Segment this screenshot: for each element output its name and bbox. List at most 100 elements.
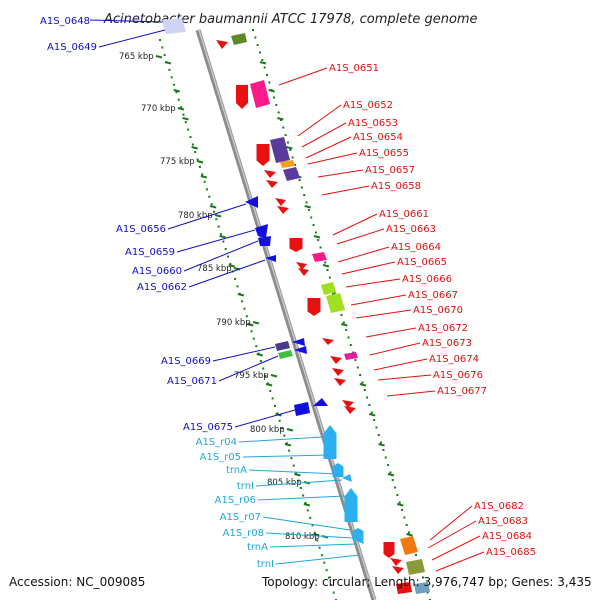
gene-label-left[interactable]: A1S_0660	[132, 266, 182, 277]
gene-label-right[interactable]: A1S_0673	[422, 338, 472, 349]
inner-track-dot	[333, 291, 336, 294]
gene-feature-a1s0675[interactable]	[294, 402, 310, 416]
gene-feature-a1s0660[interactable]	[258, 236, 271, 246]
gene-feature[interactable]	[231, 33, 247, 45]
gene-feature-a1s0655[interactable]	[264, 170, 276, 178]
gene-feature-a1s0665[interactable]	[296, 262, 307, 270]
rna-feature-a1s-r08[interactable]	[354, 536, 364, 544]
gene-label-left[interactable]: A1S_0649	[47, 42, 97, 53]
gene-label-right[interactable]: A1S_0674	[429, 354, 479, 365]
gene-feature-a1s0657[interactable]	[283, 167, 300, 181]
gene-feature-a1s0651[interactable]	[236, 85, 248, 109]
gene-label-right[interactable]: A1S_0661	[379, 209, 429, 220]
gene-label-left[interactable]: A1S_0662	[137, 282, 187, 293]
gene-feature-a1s0665b[interactable]	[298, 268, 309, 276]
outer-track-dot	[297, 479, 300, 482]
gene-feature-a1s0662[interactable]	[265, 255, 276, 262]
gene-feature-a1s0671[interactable]	[278, 350, 293, 359]
gene-feature-a1s0658[interactable]	[266, 180, 278, 188]
rna-label[interactable]: A1S_r04	[196, 437, 237, 448]
rna-label[interactable]: trnA	[247, 542, 268, 553]
gene-label-right[interactable]: A1S_0663	[386, 224, 436, 235]
gene-label-left[interactable]: A1S_0669	[161, 356, 211, 367]
outer-track-dot	[323, 561, 326, 564]
gene-label-left[interactable]: A1S_0675	[183, 422, 233, 433]
rna-label[interactable]: A1S_r05	[200, 452, 241, 463]
gene-feature-a1s0648[interactable]	[162, 18, 186, 34]
gene-feature-a1s0673[interactable]	[330, 356, 342, 364]
gene-feature-a1s0664[interactable]	[312, 252, 327, 262]
gene-feature-a1s0682[interactable]	[383, 542, 395, 558]
rna-label[interactable]: A1S_r08	[223, 528, 264, 539]
gene-feature-a1s0685[interactable]	[406, 559, 425, 575]
gene-feature-a1s0667b[interactable]	[326, 293, 345, 313]
gene-label-right[interactable]: A1S_0682	[474, 501, 524, 512]
gene-feature-a1s0684[interactable]	[390, 558, 402, 566]
gene-label-left[interactable]: A1S_0659	[125, 247, 175, 258]
gene-feature-a1s0651b[interactable]	[250, 80, 270, 108]
gene-feature[interactable]	[216, 40, 228, 49]
gene-feature-a1s0653[interactable]	[256, 144, 270, 166]
gene-feature-a1s0654[interactable]	[280, 160, 295, 168]
gene-feature-a1s0676[interactable]	[334, 378, 346, 386]
leader-line	[373, 358, 428, 371]
gene-label-right[interactable]: A1S_0652	[343, 100, 393, 111]
gene-label-right[interactable]: A1S_0677	[437, 386, 487, 397]
gene-feature-a1s0661b[interactable]	[277, 206, 289, 214]
gene-feature-a1s0652[interactable]	[270, 137, 290, 163]
gene-label-left[interactable]: A1S_0671	[167, 376, 217, 387]
gene-feature-a1s0669[interactable]	[275, 341, 290, 351]
inner-track-dot	[284, 134, 287, 136]
gene-label-right[interactable]: A1S_0665	[397, 257, 447, 268]
top-left-gene-label[interactable]: A1S_0648	[40, 16, 90, 27]
gene-label-right[interactable]: A1S_0658	[371, 181, 421, 192]
gene-feature-a1s0684b[interactable]	[392, 566, 404, 574]
gene-label-right[interactable]: A1S_0683	[478, 516, 528, 527]
gene-label-right[interactable]: A1S_0667	[408, 290, 458, 301]
gene-feature-a1s0656[interactable]	[245, 196, 258, 208]
gene-feature-a1s0677[interactable]	[342, 400, 354, 408]
gene-feature[interactable]	[414, 582, 430, 594]
gene-feature-a1s0659[interactable]	[255, 224, 268, 238]
gene-label-right[interactable]: A1S_0653	[348, 118, 398, 129]
inner-tick	[322, 264, 330, 268]
gene-feature-a1s0661[interactable]	[275, 198, 286, 206]
rna-feature-trna[interactable]	[342, 474, 352, 482]
rna-label[interactable]: A1S_r07	[220, 512, 261, 523]
rna-label[interactable]: A1S_r06	[215, 495, 256, 506]
gene-label-right[interactable]: A1S_0657	[365, 165, 415, 176]
gene-label-right[interactable]: A1S_0655	[359, 148, 409, 159]
gene-feature-a1s0670[interactable]	[322, 338, 334, 345]
gene-label-right[interactable]: A1S_0666	[402, 274, 452, 285]
rna-feature-a1s-r06[interactable]	[344, 488, 358, 522]
rna-label[interactable]: trnI	[257, 559, 274, 570]
inner-track-dot	[317, 239, 320, 241]
leader-line	[341, 261, 396, 275]
gene-label-right[interactable]: A1S_0685	[486, 547, 536, 558]
gene-label-right[interactable]: A1S_0654	[353, 132, 403, 143]
gene-feature-a1s0683[interactable]	[400, 536, 418, 555]
gene-feature[interactable]	[396, 582, 412, 594]
gene-feature-a1s0663[interactable]	[289, 238, 303, 252]
gene-feature-a1s0675b[interactable]	[313, 398, 328, 406]
gene-label-right[interactable]: A1S_0651	[329, 63, 379, 74]
gene-feature-a1s0669b[interactable]	[292, 338, 305, 346]
gene-label-right[interactable]: A1S_0672	[418, 323, 468, 334]
gene-label-right[interactable]: A1S_0676	[433, 370, 483, 381]
gene-feature-a1s0672[interactable]	[344, 352, 358, 360]
gene-label-right[interactable]: A1S_0684	[482, 531, 532, 542]
gene-label-right[interactable]: A1S_0670	[413, 305, 463, 316]
gene-feature-a1s0666[interactable]	[321, 282, 336, 295]
topology-text: Topology: circular; Length: 3,976,747 bp…	[261, 575, 592, 589]
rna-label[interactable]: trnI	[237, 481, 254, 492]
label-leader-lines	[89, 19, 485, 572]
gene-feature-a1s0674[interactable]	[332, 368, 344, 376]
inner-track-dot	[275, 104, 278, 106]
gene-label-right[interactable]: A1S_0664	[391, 242, 441, 253]
rna-feature-a1s-r04[interactable]	[323, 425, 337, 459]
gene-label-left[interactable]: A1S_0656	[116, 224, 166, 235]
gene-feature-a1s0667[interactable]	[307, 298, 321, 316]
gene-feature-a1s0677b[interactable]	[344, 406, 356, 414]
rna-label[interactable]: trnA	[226, 465, 247, 476]
gene-feature-a1s0671b[interactable]	[294, 346, 307, 354]
